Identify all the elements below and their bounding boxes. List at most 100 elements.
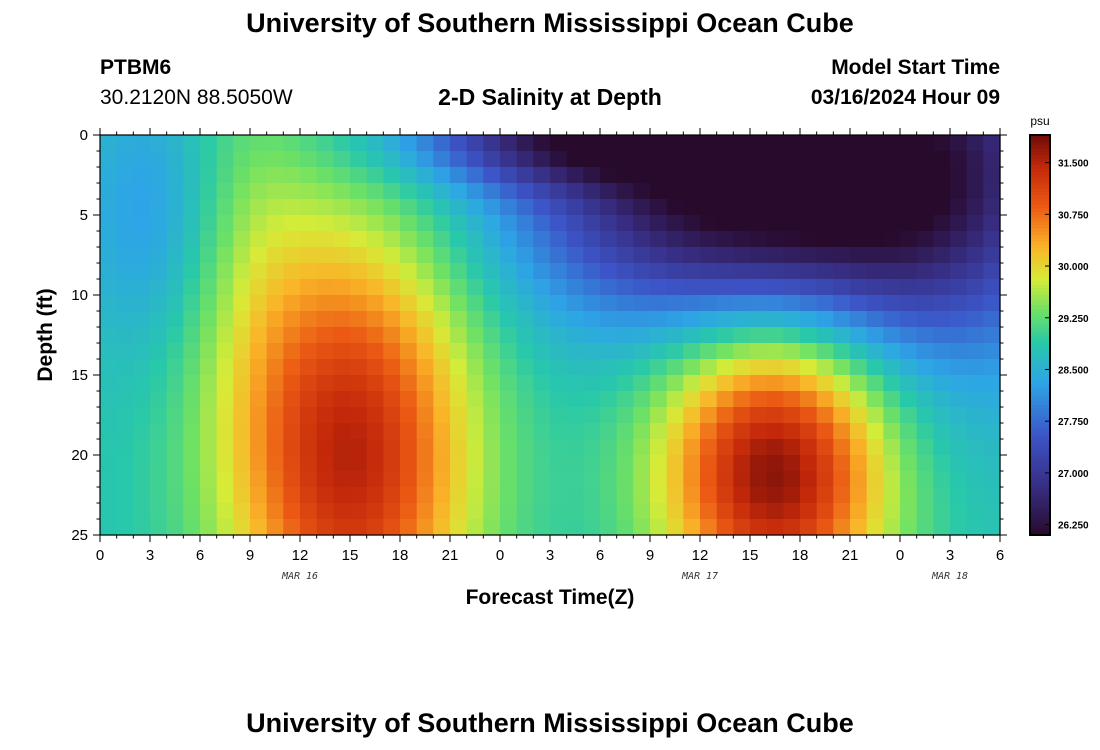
colorbar-segment <box>1030 471 1050 476</box>
heatmap-cell <box>533 391 551 408</box>
heatmap-cell <box>166 183 184 200</box>
heatmap-cell <box>366 391 384 408</box>
heatmap-cell <box>100 343 118 360</box>
heatmap-cell <box>200 455 218 472</box>
heatmap-cell <box>866 215 884 232</box>
heatmap-cell <box>166 391 184 408</box>
heatmap-cell <box>550 215 568 232</box>
heatmap-cell <box>766 247 784 264</box>
heatmap-cell <box>716 343 734 360</box>
heatmap-cell <box>950 183 968 200</box>
heatmap-cell <box>400 455 418 472</box>
heatmap-cell <box>283 311 301 328</box>
heatmap-cell <box>916 199 934 216</box>
heatmap-cell <box>500 519 518 536</box>
heatmap-cell <box>616 215 634 232</box>
heatmap-cell <box>683 151 701 168</box>
colorbar-segment <box>1030 361 1050 366</box>
heatmap-cell <box>700 391 718 408</box>
heatmap-cell <box>400 295 418 312</box>
heatmap-cell <box>333 311 351 328</box>
heatmap-cell <box>483 343 501 360</box>
heatmap-cell <box>200 183 218 200</box>
heatmap-cell <box>316 311 334 328</box>
heatmap-cell <box>733 343 751 360</box>
heatmap-cell <box>916 263 934 280</box>
heatmap-cell <box>766 311 784 328</box>
heatmap-cell <box>850 519 868 536</box>
heatmap-cell <box>666 343 684 360</box>
heatmap-cell <box>283 279 301 296</box>
heatmap-cell <box>533 151 551 168</box>
heatmap-cell <box>733 295 751 312</box>
heatmap-cell <box>333 519 351 536</box>
heatmap-cell <box>816 263 834 280</box>
heatmap-cell <box>516 295 534 312</box>
colorbar-segment <box>1030 288 1050 293</box>
heatmap-cell <box>366 167 384 184</box>
heatmap-cell <box>566 423 584 440</box>
heatmap-cell <box>950 439 968 456</box>
heatmap-cell <box>633 247 651 264</box>
heatmap-cell <box>633 215 651 232</box>
heatmap-cell <box>416 263 434 280</box>
heatmap-cell <box>216 519 234 536</box>
heatmap-cell <box>950 247 968 264</box>
heatmap-cell <box>200 231 218 248</box>
heatmap-cell <box>800 423 818 440</box>
heatmap-cell <box>483 375 501 392</box>
heatmap-cell <box>300 455 318 472</box>
heatmap-cell <box>150 503 168 520</box>
colorbar-segment <box>1030 378 1050 383</box>
heatmap-cell <box>300 263 318 280</box>
x-tick-label: 12 <box>692 547 709 564</box>
heatmap-cell <box>650 359 668 376</box>
colorbar-segment <box>1030 385 1050 389</box>
heatmap-cell <box>916 135 934 152</box>
x-tick-label: 15 <box>342 547 359 564</box>
heatmap-cell <box>866 279 884 296</box>
heatmap-cell <box>133 231 151 248</box>
heatmap-cell <box>916 247 934 264</box>
heatmap-cell <box>633 455 651 472</box>
heatmap-cell <box>133 167 151 184</box>
heatmap-cell <box>100 199 118 216</box>
heatmap-cell <box>283 359 301 376</box>
heatmap-cell <box>516 167 534 184</box>
heatmap-cell <box>266 247 284 264</box>
heatmap-cell <box>666 151 684 168</box>
x-date-label: MAR 18 <box>931 571 968 582</box>
heatmap-cell <box>883 327 901 344</box>
heatmap-cell <box>633 471 651 488</box>
heatmap-cell <box>583 471 601 488</box>
heatmap-cell <box>733 359 751 376</box>
heatmap-cell <box>150 199 168 216</box>
heatmap-cell <box>550 327 568 344</box>
heatmap-cell <box>900 183 918 200</box>
heatmap-cell <box>933 359 951 376</box>
heatmap-cell <box>183 375 201 392</box>
heatmap-cell <box>816 471 834 488</box>
heatmap-cell <box>750 391 768 408</box>
heatmap-cell <box>716 375 734 392</box>
heatmap-cell <box>933 487 951 504</box>
heatmap-cell <box>183 359 201 376</box>
heatmap-cell <box>250 279 268 296</box>
colorbar-segment <box>1030 321 1050 326</box>
heatmap-cell <box>450 279 468 296</box>
heatmap-cell <box>816 375 834 392</box>
heatmap-cell <box>566 519 584 536</box>
heatmap-cell <box>766 167 784 184</box>
heatmap-cell <box>433 151 451 168</box>
heatmap-cell <box>666 327 684 344</box>
heatmap-cell <box>983 359 1001 376</box>
heatmap-cell <box>566 503 584 520</box>
heatmap-cell <box>266 231 284 248</box>
heatmap-cell <box>633 359 651 376</box>
heatmap-cell <box>500 199 518 216</box>
heatmap-cell <box>533 375 551 392</box>
heatmap-cell <box>166 199 184 216</box>
heatmap-cell <box>550 407 568 424</box>
heatmap-cell <box>283 199 301 216</box>
heatmap-cell <box>433 167 451 184</box>
